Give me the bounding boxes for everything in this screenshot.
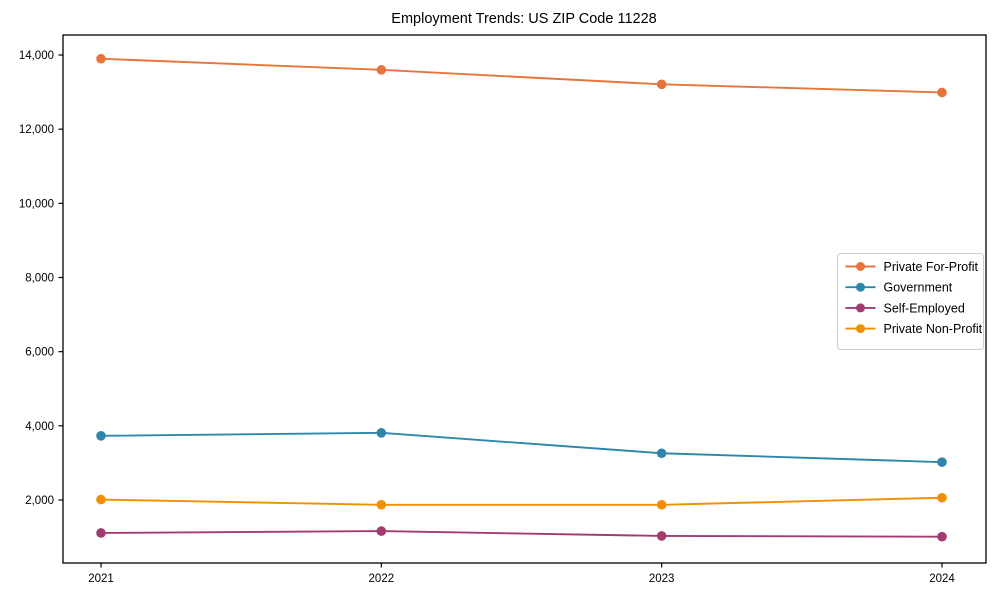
data-point-government-2024 <box>937 457 947 467</box>
series-government <box>96 428 947 467</box>
legend-item-self-employed: Self-Employed <box>845 301 965 315</box>
legend-label: Government <box>884 281 953 295</box>
series-line-private-non-profit <box>100 496 943 506</box>
data-point-private-for-profit-2023 <box>656 79 667 90</box>
y-tick-label: 6,000 <box>25 347 54 359</box>
y-tick-label: 10,000 <box>19 198 54 210</box>
series-private-for-profit <box>96 53 947 98</box>
plot-area: 2,000 4,000 6,000 8,000 10,000 12,000 14,000 20… <box>19 34 987 585</box>
series-private-non-profit <box>96 492 947 510</box>
data-point-self-employed-2021 <box>96 528 106 538</box>
x-tick-label: 2024 <box>929 573 955 585</box>
data-point-government-2023 <box>656 448 667 459</box>
data-point-government-2021 <box>96 431 106 441</box>
x-tick-label: 2023 <box>649 573 675 585</box>
y-tick-label: 8,000 <box>25 272 54 284</box>
y-tick-label: 2,000 <box>25 495 54 507</box>
data-point-private-non-profit-2023 <box>656 499 667 510</box>
legend-item-private-for-profit: Private For-Profit <box>845 260 979 274</box>
data-point-private-for-profit-2021 <box>96 53 106 64</box>
legend-label: Private Non-Profit <box>884 322 983 336</box>
data-point-private-non-profit-2024 <box>937 492 947 503</box>
series-line-government <box>100 431 943 464</box>
legend-item-government: Government <box>845 281 953 295</box>
chart-title: Employment Trends: US ZIP Code 11228 <box>391 11 656 27</box>
data-point-self-employed-2024 <box>937 531 947 542</box>
plot-border <box>62 34 987 564</box>
legend-marker-dot <box>856 324 865 334</box>
x-tick-label: 2022 <box>369 573 395 585</box>
legend-item-private-non-profit: Private Non-Profit <box>845 322 983 336</box>
data-point-private-non-profit-2021 <box>96 494 106 505</box>
y-tick-label: 14,000 <box>19 50 54 62</box>
y-tick-label: 12,000 <box>19 124 54 136</box>
data-point-private-for-profit-2024 <box>937 87 947 98</box>
legend-box <box>837 253 984 350</box>
series-self-employed <box>96 526 947 542</box>
legend-label: Private For-Profit <box>884 260 979 274</box>
legend-label: Self-Employed <box>884 301 965 315</box>
data-point-private-non-profit-2022 <box>376 499 387 510</box>
legend-marker-dot <box>856 303 865 313</box>
legend: Private For-Profit Government Self-Employe… <box>837 253 984 350</box>
y-tick-label: 4,000 <box>25 421 54 433</box>
data-point-self-employed-2023 <box>656 531 667 541</box>
series-line-private-for-profit <box>100 57 943 94</box>
series-line-self-employed <box>100 530 943 538</box>
data-point-self-employed-2022 <box>376 526 387 536</box>
x-tick-label: 2021 <box>88 573 114 585</box>
data-point-government-2022 <box>376 428 387 438</box>
data-point-private-for-profit-2022 <box>376 65 387 75</box>
legend-marker-dot <box>856 262 865 271</box>
legend-marker-dot <box>856 282 865 292</box>
